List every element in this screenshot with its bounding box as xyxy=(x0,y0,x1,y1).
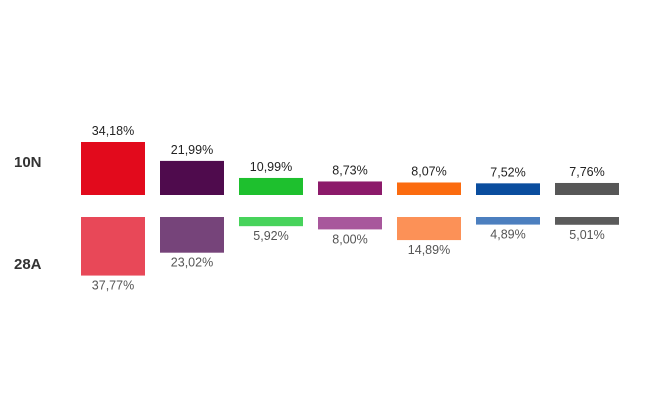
bar-10n-3 xyxy=(318,181,382,195)
row-label-28a: 28A xyxy=(14,256,42,273)
label-10n-2: 10,99% xyxy=(250,160,292,174)
bar-10n-0 xyxy=(81,142,145,195)
label-10n-4: 8,07% xyxy=(411,164,446,178)
chart-marks: 34,18% 21,99% 10,99% 8,73% 8,07% 7,52% 7,76% 37… xyxy=(81,124,619,293)
label-28a-5: 4,89% xyxy=(490,228,525,242)
bar-10n-4 xyxy=(397,182,461,195)
bar-28a-1 xyxy=(160,217,224,253)
label-28a-4: 14,89% xyxy=(408,243,450,257)
bar-28a-5 xyxy=(476,217,540,225)
label-10n-5: 7,52% xyxy=(490,165,525,179)
label-28a-1: 23,02% xyxy=(171,256,213,270)
bar-28a-2 xyxy=(239,217,303,227)
bar-10n-2 xyxy=(239,177,303,195)
bar-28a-0 xyxy=(81,217,145,276)
bar-10n-6 xyxy=(555,182,619,195)
label-10n-1: 21,99% xyxy=(171,143,213,157)
label-28a-3: 8,00% xyxy=(332,232,367,246)
label-28a-0: 37,77% xyxy=(92,279,134,293)
bar-10n-1 xyxy=(160,160,224,195)
label-10n-6: 7,76% xyxy=(569,165,604,179)
label-10n-0: 34,18% xyxy=(92,124,134,138)
bar-28a-6 xyxy=(555,217,619,225)
label-28a-6: 5,01% xyxy=(569,228,604,242)
label-28a-2: 5,92% xyxy=(253,229,288,243)
bar-28a-4 xyxy=(397,217,461,241)
bar-28a-3 xyxy=(318,217,382,230)
row-label-10n: 10N xyxy=(14,154,42,171)
label-10n-3: 8,73% xyxy=(332,163,367,177)
bar-10n-5 xyxy=(476,183,540,195)
